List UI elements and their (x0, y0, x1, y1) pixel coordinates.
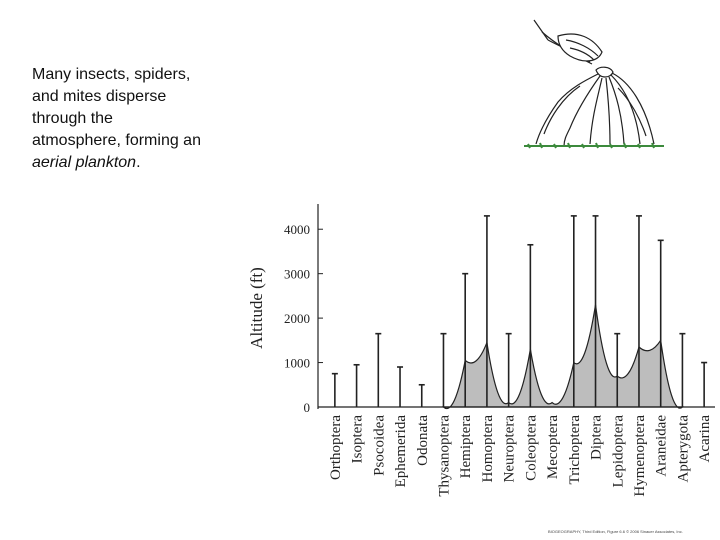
caption-line: through the (32, 110, 113, 127)
x-tick-label: Diptera (589, 415, 605, 460)
y-axis-label: Altitude (ft) (247, 267, 266, 349)
x-tick-label: Homoptera (480, 415, 496, 483)
x-tick-label: Odonata (415, 415, 431, 466)
x-tick-label: Hemiptera (458, 415, 474, 479)
x-tick-label: Neuroptera (502, 415, 518, 483)
y-tick-label: 0 (304, 400, 311, 415)
y-tick-label: 4000 (284, 222, 310, 237)
x-axis-labels: Orthoptera Isoptera Psocoidea Ephemerida Odo… (328, 415, 713, 497)
x-tick-label: Apterygota (675, 415, 691, 483)
x-tick-label: Hymenoptera (632, 415, 648, 497)
density-area (441, 304, 684, 409)
x-tick-label: Thysanoptera (436, 415, 452, 497)
ballooning-spider-icon (524, 19, 664, 149)
caption-line: Many insects, spiders, (32, 66, 191, 83)
bar-series (331, 215, 708, 407)
x-tick-label: Mecoptera (545, 415, 561, 479)
x-tick-label: Orthoptera (328, 415, 344, 480)
caption-line: atmosphere, forming an (32, 132, 201, 149)
x-tick-label: Lepidoptera (610, 415, 626, 488)
y-tick-label: 1000 (284, 356, 310, 371)
x-tick-label: Trichoptera (567, 415, 583, 485)
caption-emphasis: aerial plankton (32, 154, 137, 171)
x-tick-label: Coleoptera (523, 415, 539, 481)
x-tick-label: Ephemerida (393, 415, 409, 488)
caption-period: . (136, 154, 141, 171)
altitude-chart: 0 1000 2000 3000 4000 Orthoptera Isoptera Psoc… (247, 204, 715, 497)
figure-credit: BIOGEOGRAPHY, Third Edition, Figure 6.6 … (548, 529, 683, 534)
caption-line: aerial plankton. (32, 152, 252, 174)
density-profile (441, 304, 684, 409)
y-axis: 0 1000 2000 3000 4000 (284, 204, 715, 415)
caption-text: Many insects, spiders, and mites dispers… (32, 64, 252, 174)
x-tick-label: Isoptera (350, 415, 366, 464)
x-tick-label: Acarina (697, 415, 713, 463)
y-tick-label: 3000 (284, 267, 310, 282)
y-tick-label: 2000 (284, 311, 310, 326)
x-tick-label: Araneidae (654, 415, 670, 477)
caption-line: and mites disperse (32, 88, 167, 105)
x-tick-label: Psocoidea (371, 415, 387, 476)
